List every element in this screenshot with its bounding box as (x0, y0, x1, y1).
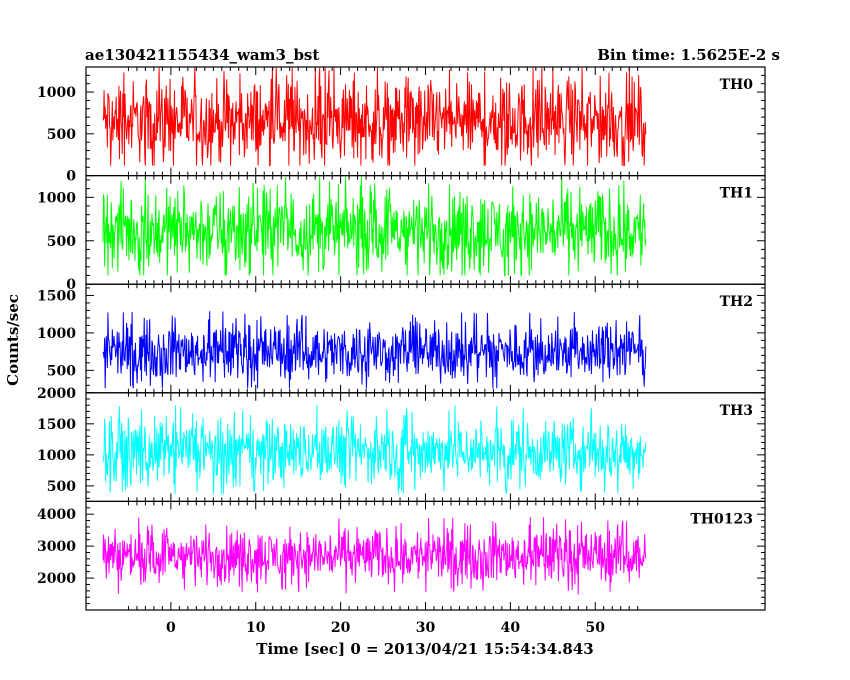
panel-name-label: TH1 (720, 186, 753, 202)
y-tick-label: 500 (47, 479, 76, 495)
panel-name-label: TH3 (720, 403, 753, 419)
y-tick-label: 3000 (37, 539, 76, 555)
panel-th0123: 2000 3000 4000 TH0123 (37, 500, 766, 611)
x-tick-label: 0 (166, 620, 176, 636)
x-tick-label: 20 (331, 620, 351, 636)
y-tick-label: 1000 (37, 190, 76, 206)
x-tick-label: 30 (416, 620, 436, 636)
series-line-th0 (102, 67, 647, 167)
panel-name-label: TH0123 (690, 511, 753, 527)
x-axis: 0 10 20 30 40 50 (166, 620, 605, 636)
y-tick-label: 500 (47, 234, 76, 250)
panel-frame (85, 392, 766, 502)
series-line-th1 (102, 176, 647, 277)
series-line-th2 (102, 311, 647, 389)
series-line-th0123 (102, 517, 647, 595)
y-tick-label: 1000 (37, 85, 76, 101)
y-tick-label: 2000 (37, 571, 76, 587)
y-tick-label: 1500 (37, 288, 76, 304)
y-tick-label: 0 (66, 169, 76, 185)
y-tick-label: 2000 (37, 386, 76, 402)
panel-th1: 0 500 1000 TH1 (37, 175, 766, 293)
panel-th2: 500 1000 1500 TH2 (37, 283, 766, 394)
y-tick-label: 4000 (37, 507, 76, 523)
bin-time-label: Bin time: 1.5625E-2 s (597, 46, 780, 64)
x-tick-label: 10 (246, 620, 266, 636)
panel-name-label: TH2 (720, 294, 753, 310)
y-tick-label: 1000 (37, 448, 76, 464)
x-axis-label: Time [sec] 0 = 2013/04/21 15:54:34.843 (256, 640, 593, 658)
y-tick-label: 1000 (37, 326, 76, 342)
panel-name-label: TH0 (720, 77, 754, 93)
x-tick-label: 50 (586, 620, 606, 636)
y-tick-label: 1500 (37, 417, 76, 433)
panel-th0: 0 500 1000 TH0 (37, 66, 766, 185)
series-line-th3 (102, 404, 647, 495)
x-tick-label: 40 (501, 620, 521, 636)
y-tick-label: 500 (47, 363, 76, 379)
y-axis-label: Counts/sec (4, 294, 22, 386)
chart-title: ae130421155434_wam3_bst (85, 46, 319, 64)
y-tick-label: 0 (66, 277, 76, 293)
panel-th3: 500 1000 1500 2000 TH3 (37, 386, 766, 502)
panels-group: 0 500 1000 TH0 0 500 1000 TH1 500 1000 1500 TH2 500 1… (37, 66, 766, 611)
y-tick-label: 500 (47, 127, 76, 143)
